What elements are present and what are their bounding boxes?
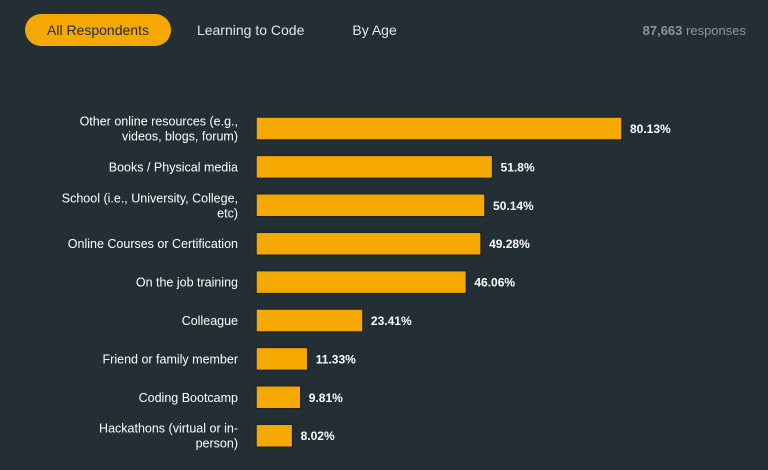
category-label-8-line-0: Hackathons (virtual or in- — [99, 422, 238, 436]
category-label-2-line-0: School (i.e., University, College, — [62, 191, 238, 205]
category-label-3: Online Courses or Certification — [68, 237, 238, 251]
bar-5 — [255, 308, 364, 333]
bar-1 — [255, 154, 494, 180]
value-label-4: 46.06% — [474, 276, 515, 290]
bar-2 — [255, 193, 486, 218]
value-label-6: 11.33% — [316, 352, 356, 366]
bar-6 — [255, 346, 309, 372]
value-label-8: 8.02% — [301, 429, 335, 443]
category-label-8-line-1: person) — [196, 437, 238, 451]
value-label-3: 49.28% — [489, 237, 530, 251]
response-count-label: responses — [686, 23, 746, 38]
value-label-1: 51.8% — [501, 160, 535, 174]
bar-3 — [255, 231, 482, 256]
value-label-0: 80.13% — [630, 122, 671, 136]
category-label-1: Books / Physical media — [109, 160, 238, 174]
category-label-0-line-1: videos, blogs, forum) — [122, 130, 238, 144]
value-label-5: 23.41% — [371, 314, 412, 328]
response-count-number: 87,663 — [642, 23, 683, 38]
category-label-5: Colleague — [182, 314, 238, 328]
bar-8 — [255, 423, 294, 448]
tab-all-respondents[interactable]: All Respondents — [25, 14, 171, 46]
tab-bar: All Respondents Learning to Code By Age — [25, 14, 423, 46]
bar-4 — [255, 269, 468, 295]
bar-7 — [255, 385, 302, 410]
value-label-7: 9.81% — [309, 391, 343, 405]
category-label-7: Coding Bootcamp — [139, 391, 238, 405]
category-label-0-line-0: Other online resources (e.g., — [80, 115, 238, 129]
category-label-4: On the job training — [136, 276, 238, 290]
tab-learning-to-code[interactable]: Learning to Code — [196, 22, 305, 38]
value-label-2: 50.14% — [493, 199, 534, 213]
response-count: 87,663 responses — [643, 23, 746, 38]
category-label-2-line-1: etc) — [217, 206, 238, 220]
tab-by-age[interactable]: By Age — [352, 22, 397, 38]
category-label-6: Friend or family member — [103, 352, 238, 366]
bar-0 — [255, 116, 623, 141]
